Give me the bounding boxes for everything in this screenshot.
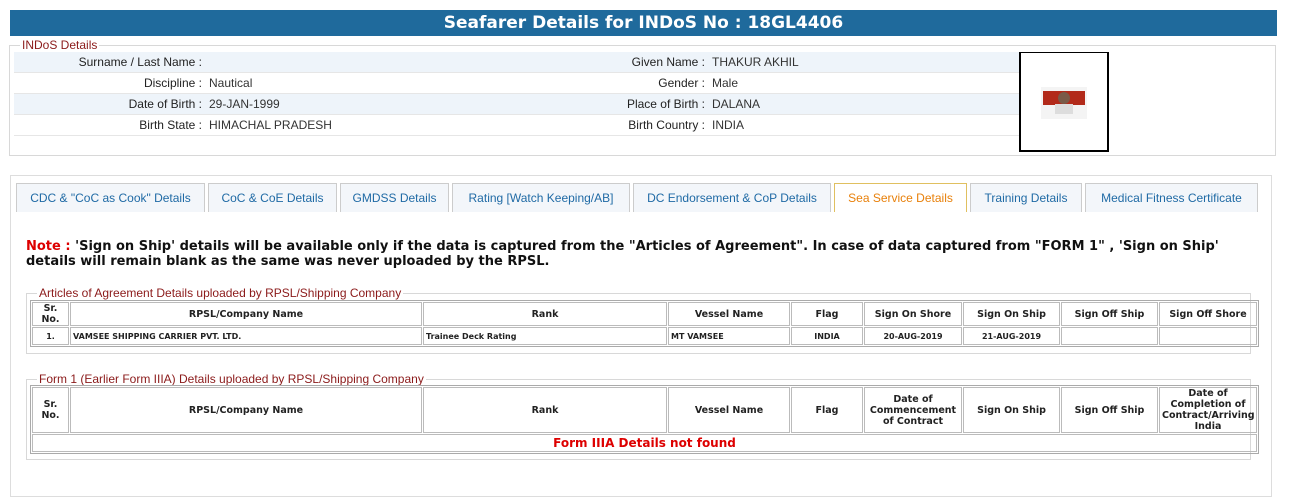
articles-panel: Articles of Agreement Details uploaded b…: [26, 286, 1251, 354]
indos-panel: INDoS Details: [9, 38, 1276, 156]
cell: 21-AUG-2019: [963, 327, 1060, 345]
column-header: Vessel Name: [668, 302, 790, 326]
field-label: Discipline :: [143, 76, 202, 90]
field-label: Birth Country :: [628, 118, 705, 132]
indos-legend: INDoS Details: [22, 38, 98, 52]
field-label: Gender :: [658, 76, 705, 90]
column-header: Flag: [791, 387, 863, 433]
field-value: DALANA: [712, 97, 761, 111]
field-label: Place of Birth :: [626, 97, 705, 111]
column-header: Date of Completion of Contract/Arriving …: [1159, 387, 1257, 433]
form1-panel: Form 1 (Earlier Form IIIA) Details uploa…: [26, 372, 1251, 460]
field-label: Surname / Last Name :: [78, 55, 202, 69]
data-row: 1. VAMSEE SHIPPING CARRIER PVT. LTD. Train…: [32, 327, 1257, 345]
tab[interactable]: Medical Fitness Certificate: [1085, 183, 1258, 212]
info-row: Surname / Last Name : Given Name : THAKUR …: [14, 52, 1019, 73]
column-header: Sign On Ship: [963, 387, 1060, 433]
column-header: Sr. No.: [32, 387, 69, 433]
page: Seafarer Details for INDoS No : 18GL4406…: [9, 10, 1277, 497]
field-value: THAKUR AKHIL: [712, 55, 799, 69]
column-header: Vessel Name: [668, 387, 790, 433]
tab[interactable]: CDC & "CoC as Cook" Details: [16, 183, 205, 212]
column-header: Rank: [423, 387, 667, 433]
note-text: 'Sign on Ship' details will be available…: [26, 239, 1219, 269]
info-row: Date of Birth : 29-JAN-1999 Place of Birth…: [14, 94, 1019, 115]
cell: [1061, 327, 1158, 345]
header-row: Sr. No. RPSL/Company Name Rank Vessel Name F…: [32, 302, 1257, 326]
note: Note : 'Sign on Ship' details will be av…: [26, 239, 1254, 269]
column-header: Date of Commencement of Contract: [864, 387, 962, 433]
cell: 20-AUG-2019: [864, 327, 962, 345]
column-header: RPSL/Company Name: [70, 302, 422, 326]
field-value: INDIA: [712, 118, 745, 132]
tab[interactable]: CoC & CoE Details: [208, 183, 337, 212]
cell: [1159, 327, 1257, 345]
tab[interactable]: GMDSS Details: [340, 183, 449, 212]
info-row: Discipline : Nautical Gender : Male: [14, 73, 1019, 94]
field-label: Date of Birth :: [128, 97, 202, 111]
info-row: Birth State : HIMACHAL PRADESH Birth Count…: [14, 115, 1019, 136]
column-header: RPSL/Company Name: [70, 387, 422, 433]
field-label: Given Name :: [631, 55, 705, 69]
column-header: Sign Off Shore: [1159, 302, 1257, 326]
field-value: Male: [712, 76, 739, 90]
column-header: Sign On Ship: [963, 302, 1060, 326]
cell: INDIA: [791, 327, 863, 345]
field-value: HIMACHAL PRADESH: [209, 118, 332, 132]
cell: VAMSEE SHIPPING CARRIER PVT. LTD.: [70, 327, 422, 345]
header-row: Sr. No. RPSL/Company Name Rank Vessel Name F…: [32, 387, 1257, 433]
form1-legend: Form 1 (Earlier Form IIIA) Details uploa…: [39, 372, 424, 386]
form1-table: Sr. No. RPSL/Company Name Rank Vessel Name F…: [30, 385, 1259, 454]
data-row: Form IIIA Details not found: [32, 434, 1257, 452]
column-header: Sign Off Ship: [1061, 302, 1158, 326]
column-header: Sr. No.: [32, 302, 69, 326]
field-value: 29-JAN-1999: [209, 97, 280, 111]
field-value: Nautical: [209, 76, 253, 90]
photo-image: [1041, 87, 1087, 119]
cell: 1.: [32, 327, 69, 345]
column-header: Rank: [423, 302, 667, 326]
column-header: Sign On Shore: [864, 302, 962, 326]
articles-table: Sr. No. RPSL/Company Name Rank Vessel Name F…: [30, 300, 1259, 347]
column-header: Flag: [791, 302, 863, 326]
articles-legend: Articles of Agreement Details uploaded b…: [39, 286, 402, 300]
cell: Trainee Deck Rating: [423, 327, 667, 345]
page-header: Seafarer Details for INDoS No : 18GL4406: [10, 10, 1277, 36]
empty-message: Form IIIA Details not found: [32, 434, 1257, 452]
tab[interactable]: Rating [Watch Keeping/AB]: [452, 183, 630, 212]
column-header: Sign Off Ship: [1061, 387, 1158, 433]
photo: [1019, 52, 1109, 152]
note-label: Note :: [26, 239, 71, 254]
tab[interactable]: DC Endorsement & CoP Details: [633, 183, 831, 212]
tab[interactable]: Sea Service Details: [834, 183, 967, 212]
cell: MT VAMSEE: [668, 327, 790, 345]
tab[interactable]: Training Details: [970, 183, 1082, 212]
field-label: Birth State :: [139, 118, 202, 132]
